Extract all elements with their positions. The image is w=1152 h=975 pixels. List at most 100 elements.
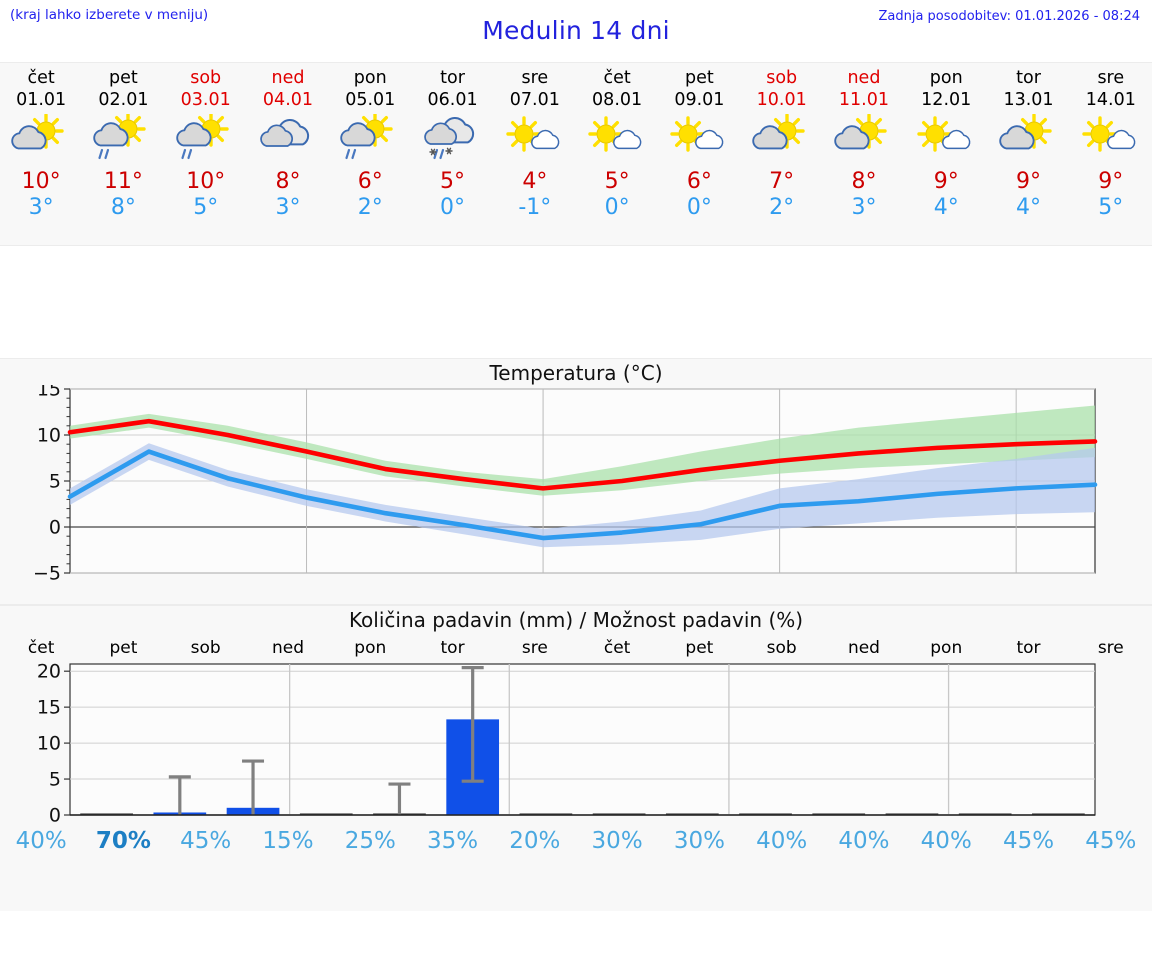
sun-behind-cloud-icon bbox=[11, 114, 64, 150]
day-name: sre bbox=[1097, 68, 1125, 88]
sun-cloud-rain-icon bbox=[340, 114, 393, 160]
day-date: 08.01 bbox=[592, 90, 643, 110]
day-column[interactable]: sob 10.01 7° 2° bbox=[741, 68, 823, 245]
spacer bbox=[0, 246, 1152, 358]
temperature-max: 5° bbox=[440, 169, 466, 194]
day-name: pet bbox=[685, 68, 714, 88]
temperature-min: 0° bbox=[440, 195, 466, 220]
day-column[interactable]: pon 12.01 9° 4° bbox=[905, 68, 987, 245]
temperature-max: 11° bbox=[103, 169, 143, 194]
temperature-min: 5° bbox=[193, 195, 219, 220]
sun-behind-cloud-icon bbox=[998, 114, 1052, 150]
day-columns: čet 01.01 10° 3° pet 02.01 11° 8° sob 03.01 10° 5° n… bbox=[0, 63, 1152, 245]
y-tick-label: 5 bbox=[49, 769, 61, 791]
day-date: 07.01 bbox=[509, 90, 560, 110]
day-column[interactable]: tor 06.01 5° 0° bbox=[411, 68, 493, 245]
day-column[interactable]: čet 01.01 10° 3° bbox=[0, 68, 82, 245]
precipitation-panel: Količina padavin (mm) / Možnost padavin … bbox=[0, 605, 1152, 911]
sun-cloud-rain-icon bbox=[93, 114, 147, 160]
day-date: 13.01 bbox=[1003, 90, 1054, 110]
y-tick-label: 10 bbox=[37, 425, 61, 447]
day-date: 05.01 bbox=[345, 90, 396, 110]
day-column[interactable]: pon 05.01 6° 2° bbox=[329, 68, 411, 245]
day-column[interactable]: ned 04.01 8° 3° bbox=[247, 68, 329, 245]
precipitation-day-label: pet bbox=[109, 638, 138, 658]
temperature-max: 7° bbox=[769, 169, 795, 194]
precipitation-probability: 45% bbox=[1002, 828, 1055, 854]
temperature-max: 6° bbox=[686, 169, 712, 194]
precipitation-probability: 15% bbox=[262, 828, 314, 854]
precipitation-day-label: čet bbox=[27, 638, 55, 658]
day-name: pon bbox=[929, 68, 963, 88]
temperature-line bbox=[67, 449, 1098, 541]
precipitation-probability: 30% bbox=[591, 828, 643, 854]
cloudy-icon bbox=[260, 119, 310, 147]
day-column[interactable]: pet 09.01 6° 0° bbox=[658, 68, 740, 245]
day-date: 09.01 bbox=[674, 90, 725, 110]
sun-small-cloud-icon bbox=[917, 116, 971, 152]
plot-area bbox=[69, 663, 1096, 816]
temperature-max: 6° bbox=[357, 169, 383, 194]
cloud-sleet-icon bbox=[423, 117, 474, 160]
precipitation-probability: 35% bbox=[426, 828, 479, 854]
day-column[interactable]: pet 02.01 11° 8° bbox=[82, 68, 164, 245]
day-name: ned bbox=[847, 68, 881, 88]
temperature-line bbox=[67, 418, 1098, 491]
precipitation-day-label: čet bbox=[603, 638, 631, 658]
day-date: 04.01 bbox=[262, 90, 314, 110]
y-tick-label: 20 bbox=[37, 661, 61, 683]
temperature-max: 4° bbox=[522, 169, 548, 194]
day-column[interactable]: sob 03.01 10° 5° bbox=[165, 68, 247, 245]
sun-behind-cloud-icon bbox=[751, 114, 805, 150]
day-date: 10.01 bbox=[756, 90, 807, 110]
y-tick-label: 0 bbox=[49, 517, 61, 539]
temperature-min: 8° bbox=[110, 195, 136, 220]
sun-behind-cloud-icon bbox=[834, 114, 887, 150]
precipitation-day-label: sre bbox=[521, 638, 548, 658]
temperature-chart-title: Temperatura (°C) bbox=[489, 361, 663, 385]
precipitation-probability: 20% bbox=[509, 828, 561, 854]
temperature-max: 9° bbox=[1098, 169, 1124, 194]
temperature-chart: 15 10 5 0 −5 bbox=[33, 385, 1098, 585]
day-date: 12.01 bbox=[921, 90, 972, 110]
sun-cloud-rain-icon bbox=[176, 114, 229, 160]
temperature-min: -1° bbox=[518, 195, 552, 220]
location-hint: (kraj lahko izberete v meniju) bbox=[10, 7, 209, 23]
day-column[interactable]: čet 08.01 5° 0° bbox=[576, 68, 658, 245]
temperature-min: 2° bbox=[357, 195, 383, 220]
precipitation-probability: 30% bbox=[673, 828, 725, 854]
temperature-min: 3° bbox=[851, 195, 877, 220]
day-name: čet bbox=[603, 68, 631, 88]
day-name: sob bbox=[766, 68, 798, 88]
precipitation-probability: 40% bbox=[15, 828, 67, 854]
day-column[interactable]: tor 13.01 9° 4° bbox=[987, 68, 1069, 245]
day-column[interactable]: ned 11.01 8° 3° bbox=[823, 68, 905, 245]
temperature-min: 2° bbox=[769, 195, 795, 220]
precipitation-day-label: sob bbox=[766, 638, 797, 658]
precipitation-day-label: pon bbox=[354, 638, 387, 658]
day-name: sob bbox=[190, 68, 222, 88]
day-column[interactable]: sre 07.01 4° -1° bbox=[494, 68, 576, 245]
temperature-min: 5° bbox=[1098, 195, 1124, 220]
temperature-min: 3° bbox=[275, 195, 301, 220]
precipitation-probability: 40% bbox=[756, 828, 808, 854]
precipitation-day-label: ned bbox=[847, 638, 880, 658]
temperature-max: 10° bbox=[21, 169, 61, 194]
day-name: tor bbox=[1016, 68, 1041, 88]
precipitation-day-label: sre bbox=[1097, 638, 1124, 658]
daily-forecast-strip: čet 01.01 10° 3° pet 02.01 11° 8° sob 03.01 10° 5° n… bbox=[0, 62, 1152, 246]
day-column[interactable]: sre 14.01 9° 5° bbox=[1070, 68, 1152, 245]
y-tick-label: 5 bbox=[49, 471, 61, 493]
precipitation-probability: 45% bbox=[1085, 828, 1137, 854]
temperature-min: 3° bbox=[28, 195, 54, 220]
y-tick-label: 15 bbox=[37, 385, 61, 401]
precipitation-day-label: ned bbox=[271, 638, 304, 658]
sun-small-cloud-icon bbox=[1082, 116, 1136, 152]
day-date: 06.01 bbox=[427, 90, 478, 110]
precipitation-day-label: pon bbox=[930, 638, 963, 658]
day-name: čet bbox=[27, 68, 55, 88]
precipitation-chart: 20 15 10 5 0 bbox=[37, 661, 1096, 827]
temperature-min: 0° bbox=[686, 195, 712, 220]
day-date: 02.01 bbox=[98, 90, 149, 110]
